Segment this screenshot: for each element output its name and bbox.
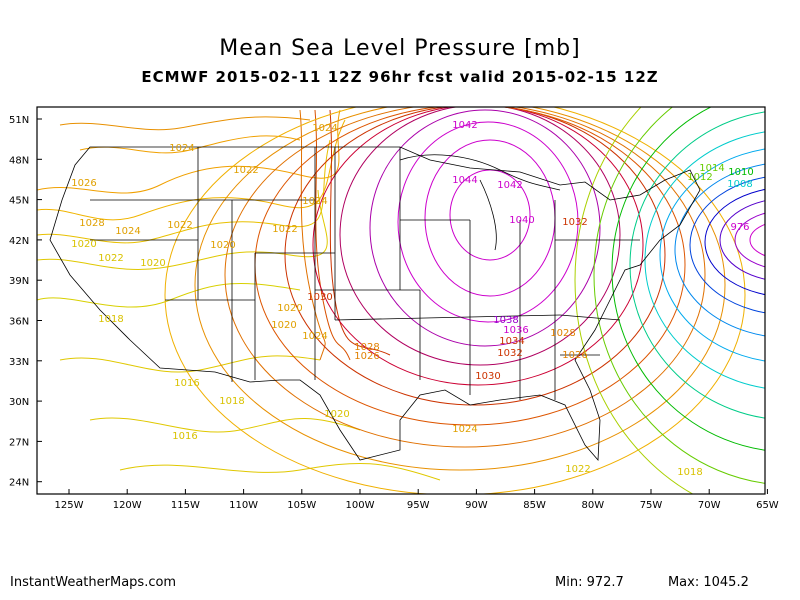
lon-tick-label: 115W [171,500,200,511]
lat-tick-label: 30N [9,397,29,408]
lon-tick-label: 105W [287,500,316,511]
contour-label: 1024 [302,196,327,207]
contour-label: 1008 [727,179,752,190]
contour-label: 1024 [302,331,327,342]
contour-label: 1020 [271,320,296,331]
lon-tick-label: 125W [55,500,84,511]
lat-tick-label: 45N [9,196,29,207]
contour-label: 1020 [71,239,96,250]
contour-label: 1022 [565,464,590,475]
contour-label: 1022 [167,220,192,231]
lon-tick-label: 100W [346,500,375,511]
contour-label: 1032 [562,217,587,228]
contour-label: 1018 [677,467,702,478]
contour-label: 1012 [687,172,712,183]
max-label: Max: [667,575,700,590]
map-frame [36,106,766,495]
contour-label: 1032 [497,348,522,359]
contour-label: 1042 [452,120,477,131]
latitude-axis: 51N 48N 45N 42N 39N 36N 33N 30N 27N 24N [9,115,42,489]
contour-label: 1020 [324,409,349,420]
contour-label: 976 [730,222,749,233]
lon-tick-label: 80W [581,500,604,511]
min-label: Min: [555,575,583,590]
min-value: 972.7 [586,575,624,590]
lon-tick-label: 120W [113,500,142,511]
lon-tick-label: 65W [756,500,779,511]
lon-tick-label: 85W [523,500,546,511]
contour-label: 1028 [354,342,379,353]
contour-label: 1030 [307,292,332,303]
contour-label: 1028 [550,328,575,339]
contour-label: 1042 [497,180,522,191]
longitude-axis: 125W 120W 115W 110W 105W 100W 95W 90W 85W 80W 75W 7… [55,489,779,511]
map-subtitle: ECMWF 2015-02-11 12Z 96hr fcst valid 201… [141,68,659,86]
contour-label: 1036 [503,325,528,336]
state-borders [49,146,701,462]
contour-label: 1024 [312,123,337,134]
map-title: Mean Sea Level Pressure [mb] [219,36,581,61]
min-max-readout: Min: 972.7 Max: 1045.2 [555,575,749,590]
lat-tick-label: 36N [9,317,29,328]
lat-tick-label: 42N [9,236,29,247]
isobar-contours [37,107,765,494]
contour-label: 1022 [233,165,258,176]
contour-label: 1028 [79,218,104,229]
site-credit: InstantWeatherMaps.com [10,575,177,590]
contour-label: 1034 [499,336,524,347]
lon-tick-label: 90W [465,500,488,511]
lat-tick-label: 27N [9,437,29,448]
contour-label: 1038 [493,315,518,326]
lon-tick-label: 95W [407,500,430,511]
contour-label: 1018 [219,396,244,407]
contour-label: 1044 [452,175,477,186]
lat-tick-label: 33N [9,357,29,368]
contour-label: 1020 [140,258,165,269]
contour-label: 1016 [174,378,199,389]
lat-tick-label: 48N [9,155,29,166]
contour-label: 1016 [172,431,197,442]
lat-tick-label: 39N [9,276,29,287]
max-value: 1045.2 [703,575,749,590]
contour-label: 1026 [71,178,96,189]
contour-label: 1020 [210,240,235,251]
contour-label: 1010 [728,167,753,178]
contour-label: 1040 [509,215,534,226]
contour-label: 1024 [452,424,477,435]
contour-label: 1014 [699,163,724,174]
contour-label: 1022 [272,224,297,235]
lon-tick-label: 75W [640,500,663,511]
lat-tick-label: 24N [9,478,29,489]
contour-label: 1030 [475,371,500,382]
contour-label: 1022 [98,253,123,264]
contour-label: 1020 [277,303,302,314]
contour-label: 1024 [115,226,140,237]
contour-label: 1018 [98,314,123,325]
contour-label: 1024 [169,143,194,154]
lon-tick-label: 70W [698,500,721,511]
contour-label: 1026 [562,350,587,361]
contour-label: 1026 [354,351,379,362]
lat-tick-label: 51N [9,115,29,126]
lon-tick-label: 110W [229,500,258,511]
